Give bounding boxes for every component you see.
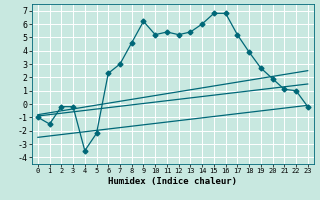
X-axis label: Humidex (Indice chaleur): Humidex (Indice chaleur)	[108, 177, 237, 186]
